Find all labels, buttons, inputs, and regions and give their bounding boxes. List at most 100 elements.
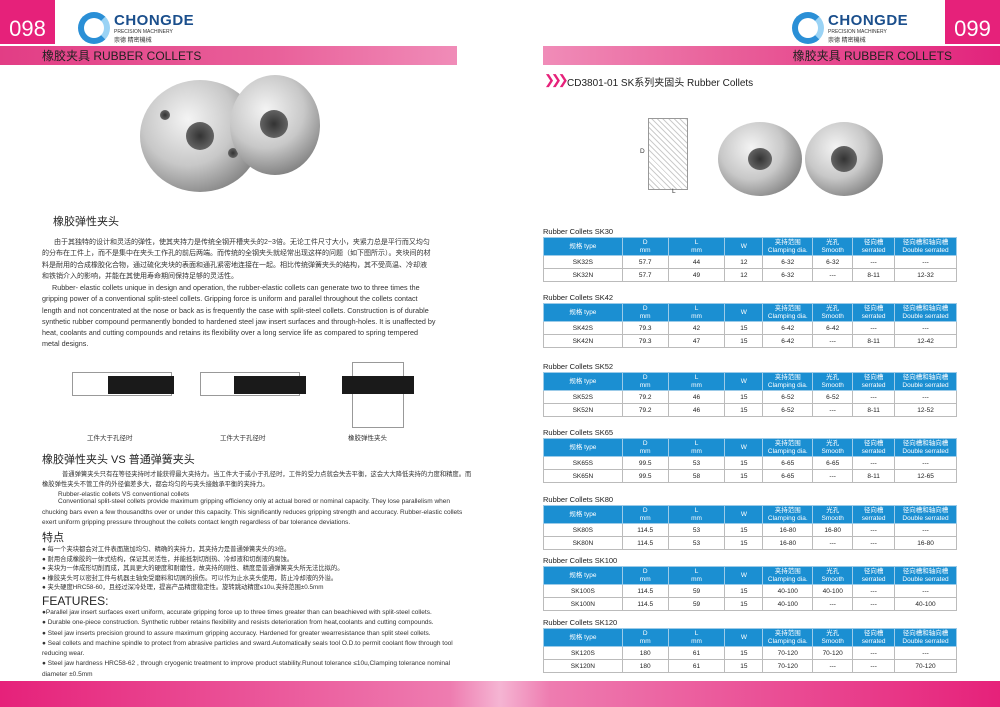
feature-en: ● Steel jaw inserts precision ground to … [42,629,431,637]
table-row: SK52S 79.2 46 15 6-52 6-52 --- --- [543,390,957,404]
column-header-text: 光孔 [826,630,840,637]
table-cell: SK42N [543,334,623,348]
table-cell: 79.2 [621,390,669,404]
column-header-text: 径向槽和轴向槽 [902,630,949,637]
table-cell: 61 [667,646,726,660]
column-header-text: Clamping dia. [767,514,808,522]
column-header-text: 径向槽和轴向槽 [902,507,949,514]
column-header: 规格 type [543,438,623,457]
column-header-text: W [740,443,747,451]
column-header-text: 规格 type [569,377,597,385]
table-cell: SK120S [543,646,623,660]
table-cell: --- [894,321,957,335]
table-cell: SK80N [543,536,623,550]
column-header-text: L [694,305,699,312]
column-header-text: W [740,308,747,316]
column-header-text: mm [691,637,702,645]
page-number: 098 [0,0,55,44]
column-header-text: L [694,630,699,637]
heading-features-cn: 特点 [42,532,64,544]
logo-sub: PRECISION MACHINERY [114,29,173,35]
column-header: W [724,372,764,391]
table-cell: --- [894,255,957,269]
column-header: 规格 type [543,628,623,647]
table-cell: --- [894,646,957,660]
table-cell: --- [852,255,896,269]
column-header-text: D [642,305,648,312]
column-header-text: 径向槽和轴向槽 [902,305,949,312]
table-cell: 42 [667,321,726,335]
column-header-text: 规格 type [569,633,597,641]
table-cell: 15 [724,456,764,470]
intro-en: Rubber- elastic collets unique in design… [42,283,436,349]
features-cn-list: ● 每一个夹块都会对工件表面施加均匀、精确的夹持力，其夹持力是普通弹簧夹头的3倍… [42,545,472,593]
features-en-list: ●Parallel jaw insert surfaces exert unif… [42,608,474,680]
column-header-text: 规格 type [569,308,597,316]
logo: CHONGDE PRECISION MACHINERY 崇德 精密機械 [78,12,194,44]
column-header: 夹持范围 Clamping dia. [762,372,814,391]
column-header-text: L [694,440,699,447]
column-header-text: serrated [861,381,886,389]
table-cell: 53 [667,456,726,470]
table-title: Rubber Collets SK42 [543,293,614,302]
logo-ring-icon [78,12,110,44]
table-cell: --- [852,523,896,537]
table-cell: 49 [667,268,726,282]
table-title: Rubber Collets SK120 [543,618,618,627]
table-row: SK65S 99.5 53 15 6-65 6-65 --- --- [543,456,957,470]
table-cell: 47 [667,334,726,348]
table-cell: --- [852,659,896,673]
column-header-text: 径向槽 [863,374,884,381]
table-row: SK32N 57.7 49 12 6-32 --- 8-11 12-32 [543,268,957,282]
column-header-text: D [642,239,648,246]
column-header: 径向槽 serrated [852,303,896,322]
column-header: 光孔 Smooth [812,566,854,585]
table-cell: 70-120 [762,646,814,660]
table-cell: --- [852,584,896,598]
table-cell: SK52N [543,403,623,417]
feature-cn: ● 橡胶夹头可以密封工件与机器主轴免受磨料和切屑的损伤。可以作为止水夹头使用，防… [42,574,338,582]
column-header-text: Double serrated [902,447,949,455]
table-cell: 44 [667,255,726,269]
table-cell: 6-42 [812,321,854,335]
column-header-text: 径向槽 [863,630,884,637]
column-header-text: serrated [861,514,886,522]
table-cell: 12 [724,268,764,282]
table-row: SK42S 79.3 42 15 6-42 6-42 --- --- [543,321,957,335]
table-cell: 12-32 [894,268,957,282]
table-cell: 180 [621,659,669,673]
table-row: SK80N 114.5 53 15 16-80 --- --- 16-80 [543,536,957,550]
table-cell: 8-11 [852,469,896,483]
column-header-text: L [694,239,699,246]
triple-chevron-right-icon: ❯❯❯ [544,72,569,87]
table-title: Rubber Collets SK100 [543,556,618,565]
column-header: 夹持范围 Clamping dia. [762,566,814,585]
feature-en: ●Parallel jaw insert surfaces exert unif… [42,609,432,616]
column-header-text: Double serrated [902,246,949,254]
column-header-text: 光孔 [826,440,840,447]
column-header: W [724,303,764,322]
table-cell: 40-100 [762,597,814,611]
logo-ring-icon [792,12,824,44]
column-header-text: 径向槽 [863,440,884,447]
column-header: 夹持范围 Clamping dia. [762,628,814,647]
column-header: W [724,628,764,647]
table-cell: --- [812,597,854,611]
column-header-text: Smooth [821,246,844,254]
column-header-text: 夹持范围 [774,239,801,246]
column-header-text: mm [639,447,651,455]
table-cell: SK100S [543,584,623,598]
heading-vs: 橡胶弹性夹头 VS 普通弹簧夹头 [42,454,195,466]
table-cell: --- [812,659,854,673]
column-header-text: W [740,242,747,250]
table-cell: 15 [724,659,764,673]
column-header-text: Smooth [821,381,844,389]
